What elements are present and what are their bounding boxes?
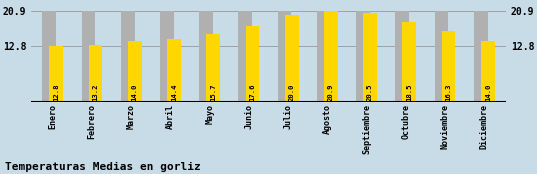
Bar <box>403 22 416 102</box>
Text: 20.9: 20.9 <box>328 84 334 101</box>
Bar <box>245 26 259 102</box>
Bar <box>82 11 95 102</box>
Text: 12.8: 12.8 <box>53 84 59 101</box>
Bar <box>160 11 174 102</box>
Text: 16.3: 16.3 <box>446 84 452 101</box>
Bar <box>285 15 299 102</box>
Bar <box>49 46 63 102</box>
Text: 20.5: 20.5 <box>367 84 373 101</box>
Bar <box>238 11 252 102</box>
Bar <box>363 13 377 102</box>
Text: 17.6: 17.6 <box>249 84 256 101</box>
Bar <box>481 41 495 102</box>
Bar <box>89 45 103 102</box>
Bar <box>128 41 142 102</box>
Text: 13.2: 13.2 <box>92 84 98 101</box>
Bar <box>206 34 220 102</box>
Text: 18.5: 18.5 <box>407 84 412 101</box>
Bar <box>442 31 455 102</box>
Bar <box>434 11 448 102</box>
Bar <box>324 11 338 102</box>
Bar <box>317 11 331 102</box>
Text: 20.0: 20.0 <box>289 84 295 101</box>
Bar <box>167 39 181 102</box>
Text: Temperaturas Medias en gorliz: Temperaturas Medias en gorliz <box>5 162 201 172</box>
Bar <box>278 11 292 102</box>
Bar <box>121 11 134 102</box>
Bar <box>42 11 56 102</box>
Text: 15.7: 15.7 <box>210 84 216 101</box>
Text: 14.0: 14.0 <box>485 84 491 101</box>
Bar <box>199 11 213 102</box>
Bar <box>356 11 370 102</box>
Bar <box>395 11 409 102</box>
Text: 14.0: 14.0 <box>132 84 137 101</box>
Bar <box>474 11 488 102</box>
Text: 14.4: 14.4 <box>171 84 177 101</box>
